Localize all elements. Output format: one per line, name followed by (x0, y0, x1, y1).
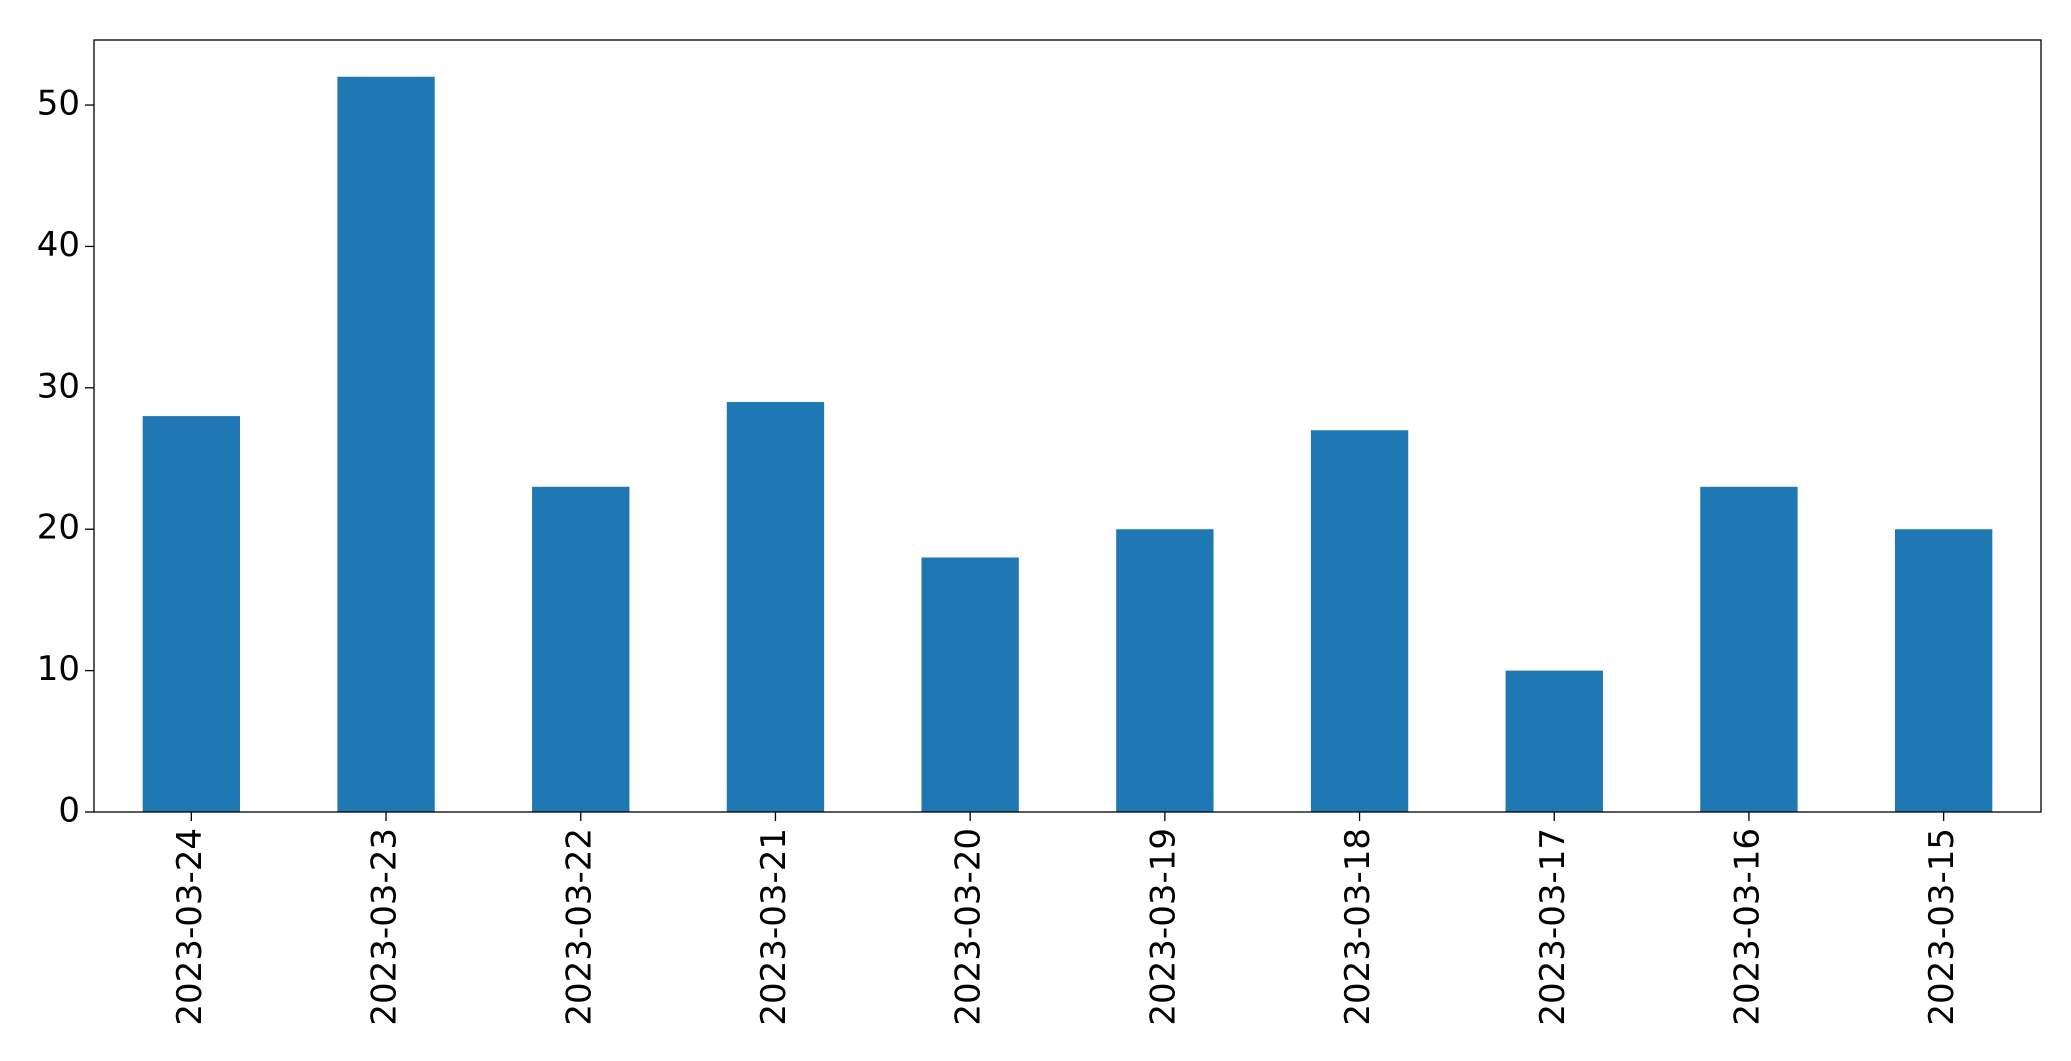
bar (337, 76, 435, 812)
x-tick-label: 2023-03-20 (949, 828, 989, 1026)
x-tick-label: 2023-03-17 (1533, 828, 1573, 1026)
y-tick-label: 40 (37, 225, 80, 265)
bar (142, 416, 241, 812)
bar (1894, 529, 1993, 812)
bar (921, 557, 1019, 812)
plot-frame (93, 39, 2042, 813)
bar (532, 486, 630, 812)
bar (1116, 529, 1214, 812)
x-tick-label: 2023-03-15 (1922, 828, 1962, 1026)
bar (1700, 486, 1798, 812)
y-tick-label: 0 (58, 791, 80, 831)
x-tick-label: 2023-03-24 (170, 828, 210, 1026)
x-tick-label: 2023-03-18 (1338, 828, 1378, 1026)
x-tick-label: 2023-03-22 (559, 828, 599, 1026)
x-tick-label: 2023-03-19 (1143, 828, 1183, 1026)
bar (1505, 670, 1603, 812)
y-tick-label: 20 (37, 508, 80, 548)
bar (1310, 430, 1409, 812)
x-tick-label: 2023-03-16 (1727, 828, 1767, 1026)
y-tick-label: 30 (37, 366, 80, 406)
y-tick-label: 50 (37, 84, 80, 124)
bar (726, 401, 825, 812)
x-tick-label: 2023-03-21 (754, 828, 794, 1026)
x-tick-label: 2023-03-23 (365, 828, 405, 1026)
y-tick-label: 10 (37, 649, 80, 689)
